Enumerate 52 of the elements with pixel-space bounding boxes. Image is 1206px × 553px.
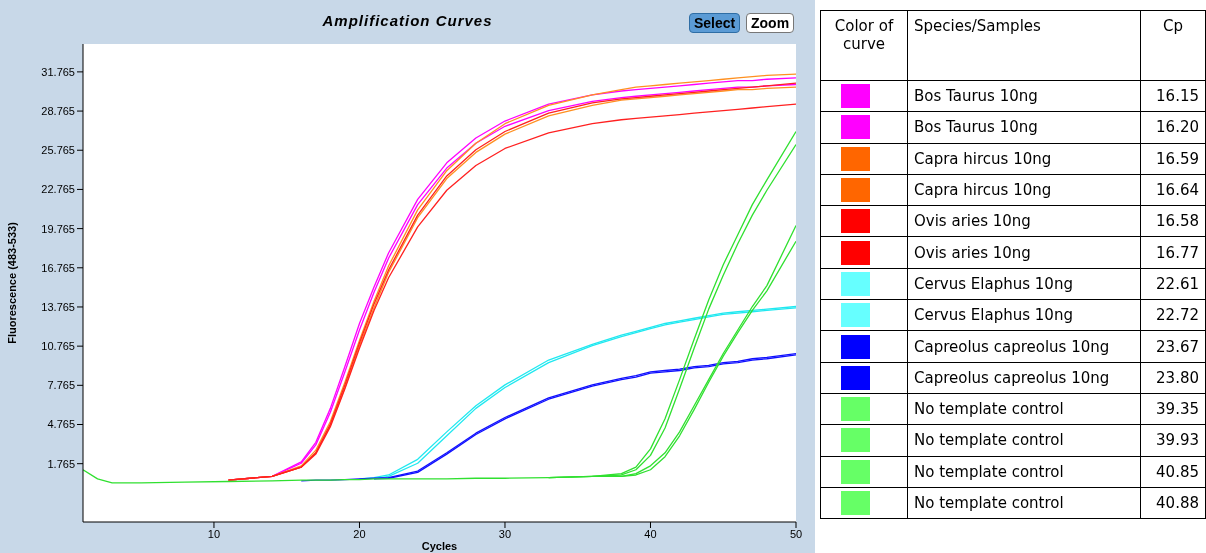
y-tick-label: 13.765 xyxy=(41,300,75,313)
y-tick-label: 4.765 xyxy=(47,418,75,431)
category-label: Capra hircus 10ng xyxy=(907,143,1141,175)
text: 16.77 xyxy=(1156,243,1199,262)
category-label: No template control xyxy=(907,487,1141,519)
category-label: No template control xyxy=(907,393,1141,425)
text: 16.15 xyxy=(1156,87,1199,106)
x-tick-label: 50 xyxy=(789,527,803,540)
text: 39.93 xyxy=(1156,431,1199,450)
select-button: Select xyxy=(689,13,741,33)
text: 16.59 xyxy=(1156,149,1199,168)
text: 39.35 xyxy=(1156,400,1199,419)
category-label: Capra hircus 10ng xyxy=(907,174,1141,206)
y-tick-label: 22.765 xyxy=(41,183,75,196)
y-tick-label: 1.765 xyxy=(47,457,75,470)
text: 22.61 xyxy=(1156,274,1199,293)
category-label: Ovis aries 10ng xyxy=(907,236,1141,269)
x-tick-label: 20 xyxy=(353,527,366,540)
y-tick-label: 25.765 xyxy=(41,144,75,157)
text: 23.67 xyxy=(1156,337,1199,356)
text: 22.72 xyxy=(1156,306,1199,325)
x-tick-label: 40 xyxy=(644,527,657,540)
y-tick-label: 16.765 xyxy=(41,261,75,274)
x-tick-label: 30 xyxy=(498,527,512,540)
y-tick-label: 7.765 xyxy=(47,379,75,392)
text: 16.64 xyxy=(1156,181,1199,200)
category-label: No template control xyxy=(907,424,1141,457)
category-label: Ovis aries 10ng xyxy=(907,205,1141,237)
text: Species/Samples xyxy=(907,10,1141,81)
x-tick-label: 10 xyxy=(207,527,221,540)
x-axis-title: Cycles xyxy=(421,540,458,552)
text: 23.80 xyxy=(1156,368,1199,387)
text: 40.85 xyxy=(1156,462,1199,481)
y-tick-label: 19.765 xyxy=(41,222,75,235)
category-label: No template control xyxy=(907,456,1141,488)
category-label: Cervus Elaphus 10ng xyxy=(907,268,1141,300)
text: 40.88 xyxy=(1156,494,1199,512)
text: 16.20 xyxy=(1156,118,1199,137)
text: Color of curve xyxy=(820,10,908,81)
text: Cp xyxy=(1140,10,1206,81)
category-label: Bos Taurus 10ng xyxy=(907,111,1141,144)
y-axis-title: Fluorescence (483-533) xyxy=(5,221,18,344)
text: 16.58 xyxy=(1156,212,1199,231)
y-tick-label: 10.765 xyxy=(41,340,75,353)
y-tick-label: 28.765 xyxy=(41,104,75,117)
zoom-button: Zoom xyxy=(746,13,795,33)
chart-title: Amplification Curves xyxy=(322,12,493,29)
category-label: Capreolus capreolus 10ng xyxy=(907,362,1141,394)
y-tick-label: 31.765 xyxy=(41,65,75,78)
category-label: Capreolus capreolus 10ng xyxy=(907,330,1141,363)
category-label: Cervus Elaphus 10ng xyxy=(907,299,1141,331)
category-label: Bos Taurus 10ng xyxy=(907,80,1141,112)
